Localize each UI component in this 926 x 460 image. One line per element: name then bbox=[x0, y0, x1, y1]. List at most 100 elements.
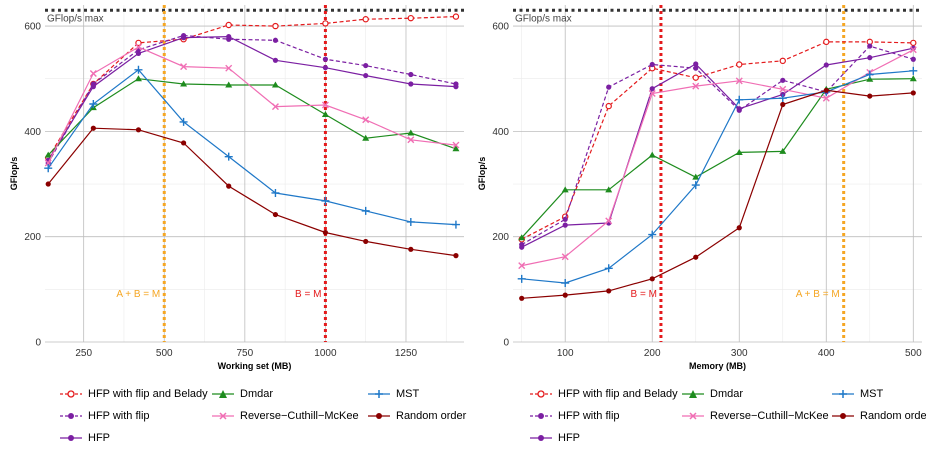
data-point bbox=[272, 37, 279, 43]
series-line bbox=[47, 46, 456, 164]
data-point bbox=[321, 111, 329, 118]
data-point bbox=[517, 274, 526, 283]
data-point bbox=[693, 61, 699, 67]
legend-swatch bbox=[60, 413, 82, 419]
legend-swatch bbox=[60, 390, 82, 398]
series-7 bbox=[519, 87, 916, 301]
data-point bbox=[362, 16, 369, 23]
data-point bbox=[272, 211, 279, 218]
legend-swatch bbox=[832, 390, 854, 398]
data-point bbox=[406, 217, 415, 226]
data-point bbox=[562, 216, 568, 222]
legend-label: HFP with flip bbox=[558, 410, 620, 422]
data-point bbox=[89, 99, 98, 108]
data-point bbox=[692, 74, 699, 81]
y-tick-label: 0 bbox=[503, 338, 509, 349]
reference-line-label: B = M bbox=[631, 289, 657, 300]
data-point bbox=[778, 94, 787, 103]
series-3 bbox=[45, 33, 459, 163]
data-point bbox=[272, 57, 279, 63]
legend-item-hfp-flip-belady: HFP with flip and Belady bbox=[530, 388, 678, 400]
x-axis-label: Memory (MB) bbox=[689, 361, 746, 371]
data-point bbox=[135, 127, 142, 133]
data-point bbox=[605, 102, 612, 110]
data-point bbox=[225, 81, 233, 88]
legend-item-hfp: HFP bbox=[60, 432, 110, 444]
legend-item-dmdar: Dmdar bbox=[682, 388, 743, 400]
data-point bbox=[408, 246, 414, 252]
data-point bbox=[605, 186, 613, 193]
x-tick-label: 100 bbox=[557, 348, 574, 359]
data-point bbox=[518, 262, 526, 270]
plot-area bbox=[45, 5, 464, 342]
data-point bbox=[649, 61, 655, 68]
legend-label: HFP bbox=[558, 432, 580, 444]
y-tick-label: 400 bbox=[24, 127, 41, 138]
reference-line-label: A + B = M bbox=[116, 289, 160, 300]
series-line bbox=[521, 70, 914, 284]
legend-label: Random order bbox=[396, 410, 467, 422]
y-axis-label: GFlop/s bbox=[9, 157, 19, 191]
data-point bbox=[452, 13, 460, 20]
legend-item-rcm: Reverse−Cuthill−McKee bbox=[682, 410, 829, 422]
x-tick-label: 250 bbox=[75, 348, 92, 359]
data-point bbox=[135, 50, 142, 57]
legend-swatch bbox=[212, 390, 234, 398]
data-point bbox=[180, 63, 188, 71]
series-line bbox=[521, 45, 914, 246]
chart-panel-2: 0 200 400 600 100 200 300 400 500 Memory (MB) GFlo… bbox=[477, 5, 922, 371]
data-point bbox=[693, 65, 699, 71]
series-line bbox=[47, 68, 456, 226]
x-tick-label: 1000 bbox=[314, 348, 337, 359]
legend-item-dmdar: Dmdar bbox=[212, 388, 273, 400]
data-point bbox=[823, 38, 830, 46]
legend-label: HFP with flip bbox=[88, 410, 150, 422]
data-point bbox=[866, 75, 874, 82]
series-line bbox=[521, 78, 914, 239]
data-point bbox=[822, 94, 830, 102]
data-point bbox=[451, 220, 460, 229]
data-point bbox=[363, 62, 369, 69]
data-point bbox=[519, 244, 525, 250]
data-point bbox=[909, 46, 917, 54]
plot-area bbox=[513, 5, 922, 342]
legend-label: Random order bbox=[860, 410, 926, 422]
data-point bbox=[779, 85, 787, 93]
legend-item-random: Random order bbox=[832, 410, 926, 422]
series-line bbox=[47, 35, 456, 161]
data-point bbox=[692, 173, 700, 180]
data-point bbox=[909, 66, 918, 75]
series-7 bbox=[45, 125, 459, 259]
data-point bbox=[180, 35, 187, 41]
legend-item-mst: MST bbox=[832, 388, 883, 400]
data-point bbox=[271, 188, 280, 197]
data-point bbox=[735, 95, 744, 104]
series-3 bbox=[519, 45, 916, 250]
data-point bbox=[735, 77, 743, 85]
data-point bbox=[519, 295, 525, 301]
data-point bbox=[44, 164, 53, 173]
data-point bbox=[736, 225, 742, 231]
data-point bbox=[604, 264, 613, 273]
x-tick-label: 500 bbox=[905, 348, 922, 359]
data-point bbox=[271, 81, 279, 88]
data-point bbox=[780, 77, 786, 83]
data-point bbox=[865, 70, 874, 79]
legend-item-mst: MST bbox=[368, 388, 419, 400]
data-point bbox=[134, 65, 143, 74]
data-point bbox=[322, 20, 329, 27]
data-point bbox=[910, 45, 916, 51]
x-tick-label: 1250 bbox=[395, 348, 418, 359]
x-tick-label: 750 bbox=[236, 348, 253, 359]
series-5 bbox=[518, 46, 917, 270]
legend-item-random: Random order bbox=[368, 410, 466, 422]
data-point bbox=[561, 186, 569, 193]
x-axis-label: Working set (MB) bbox=[218, 361, 292, 371]
data-point bbox=[561, 253, 569, 261]
data-point bbox=[322, 56, 329, 62]
data-point bbox=[271, 103, 279, 111]
data-point bbox=[407, 136, 415, 144]
data-point bbox=[910, 90, 916, 96]
